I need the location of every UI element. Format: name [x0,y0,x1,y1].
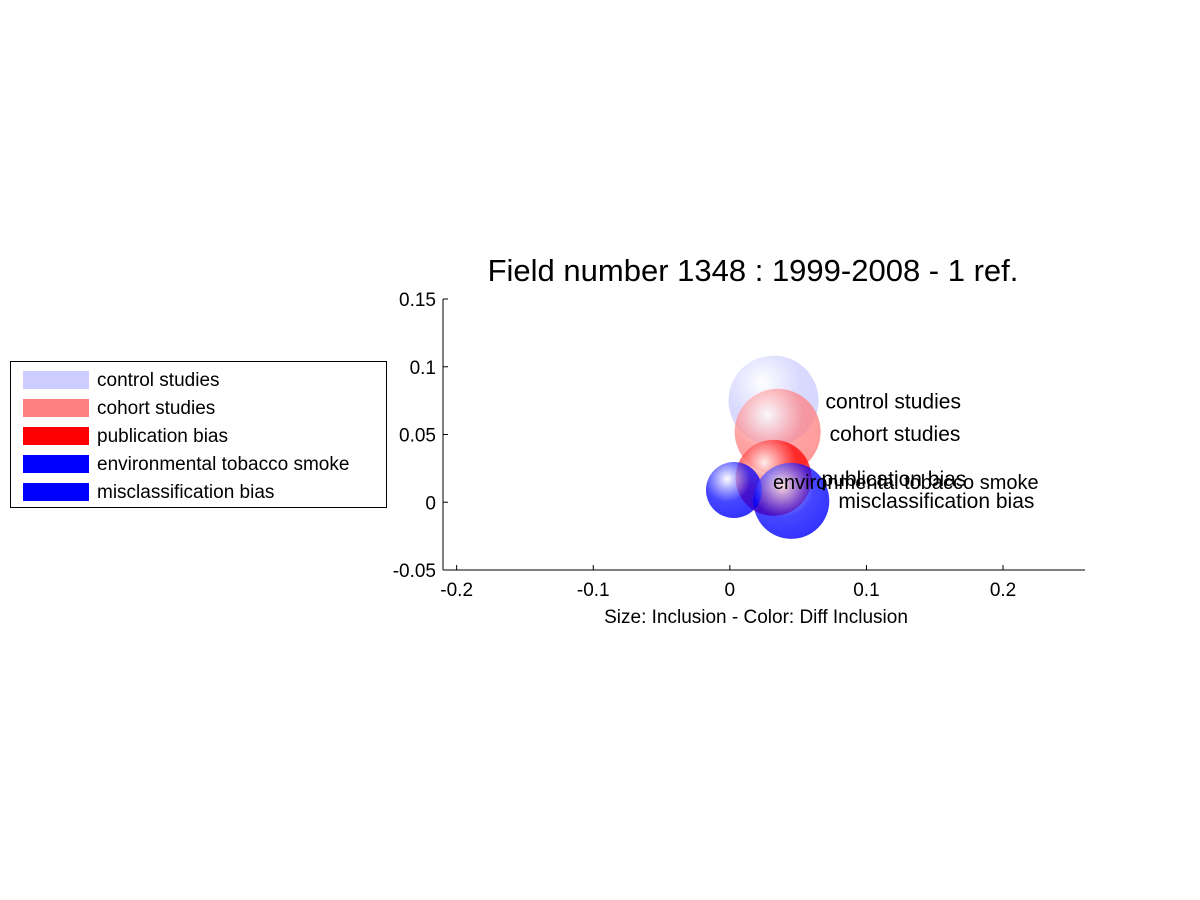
legend-label: cohort studies [97,398,216,419]
y-tick-label: 0.1 [410,358,436,379]
legend-swatch [23,399,89,417]
legend-swatch [23,371,89,389]
legend-label: environmental tobacco smoke [97,454,350,475]
bubble-label-environmental-tobacco-smoke: environmental tobacco smoke [773,472,1039,494]
bubbles [705,355,830,539]
chart-title: Field number 1348 : 1999-2008 - 1 ref. [488,253,1019,288]
y-tick-label: -0.05 [393,561,436,582]
x-tick-label: 0.2 [990,580,1016,601]
y-tick-label: 0 [425,493,436,514]
x-tick-label: 0.1 [853,580,879,601]
legend-swatch [23,427,89,445]
x-tick-label: -0.1 [577,580,610,601]
y-tick-label: 0.05 [399,426,436,447]
x-tick-label: 0 [725,580,736,601]
bubble-label-cohort-studies: cohort studies [830,423,961,446]
bubble-label-control-studies: control studies [826,391,961,414]
bubble-label-publication-bias: publication bias [822,468,967,491]
point-labels: control studies cohort studies publication… [773,391,1039,513]
y-tick-label: 0.15 [399,290,436,311]
legend-swatch [23,483,89,501]
x-tick-label: -0.2 [440,580,473,601]
legend: control studies cohort studies publicati… [10,361,387,508]
legend-label: publication bias [97,426,228,447]
axes: -0.2 -0.1 0 0.1 0.2 -0.05 0 0.05 0.1 0.15 [393,290,1085,601]
legend-label: control studies [97,370,220,391]
x-axis-label: Size: Inclusion - Color: Diff Inclusion [604,607,908,628]
bubble-misclassification-bias [753,462,830,539]
legend-label: misclassification bias [97,482,275,503]
bubble-label-misclassification-bias: misclassification bias [838,490,1034,513]
legend-swatch [23,455,89,473]
bubble-environmental-tobacco-smoke [705,462,762,519]
